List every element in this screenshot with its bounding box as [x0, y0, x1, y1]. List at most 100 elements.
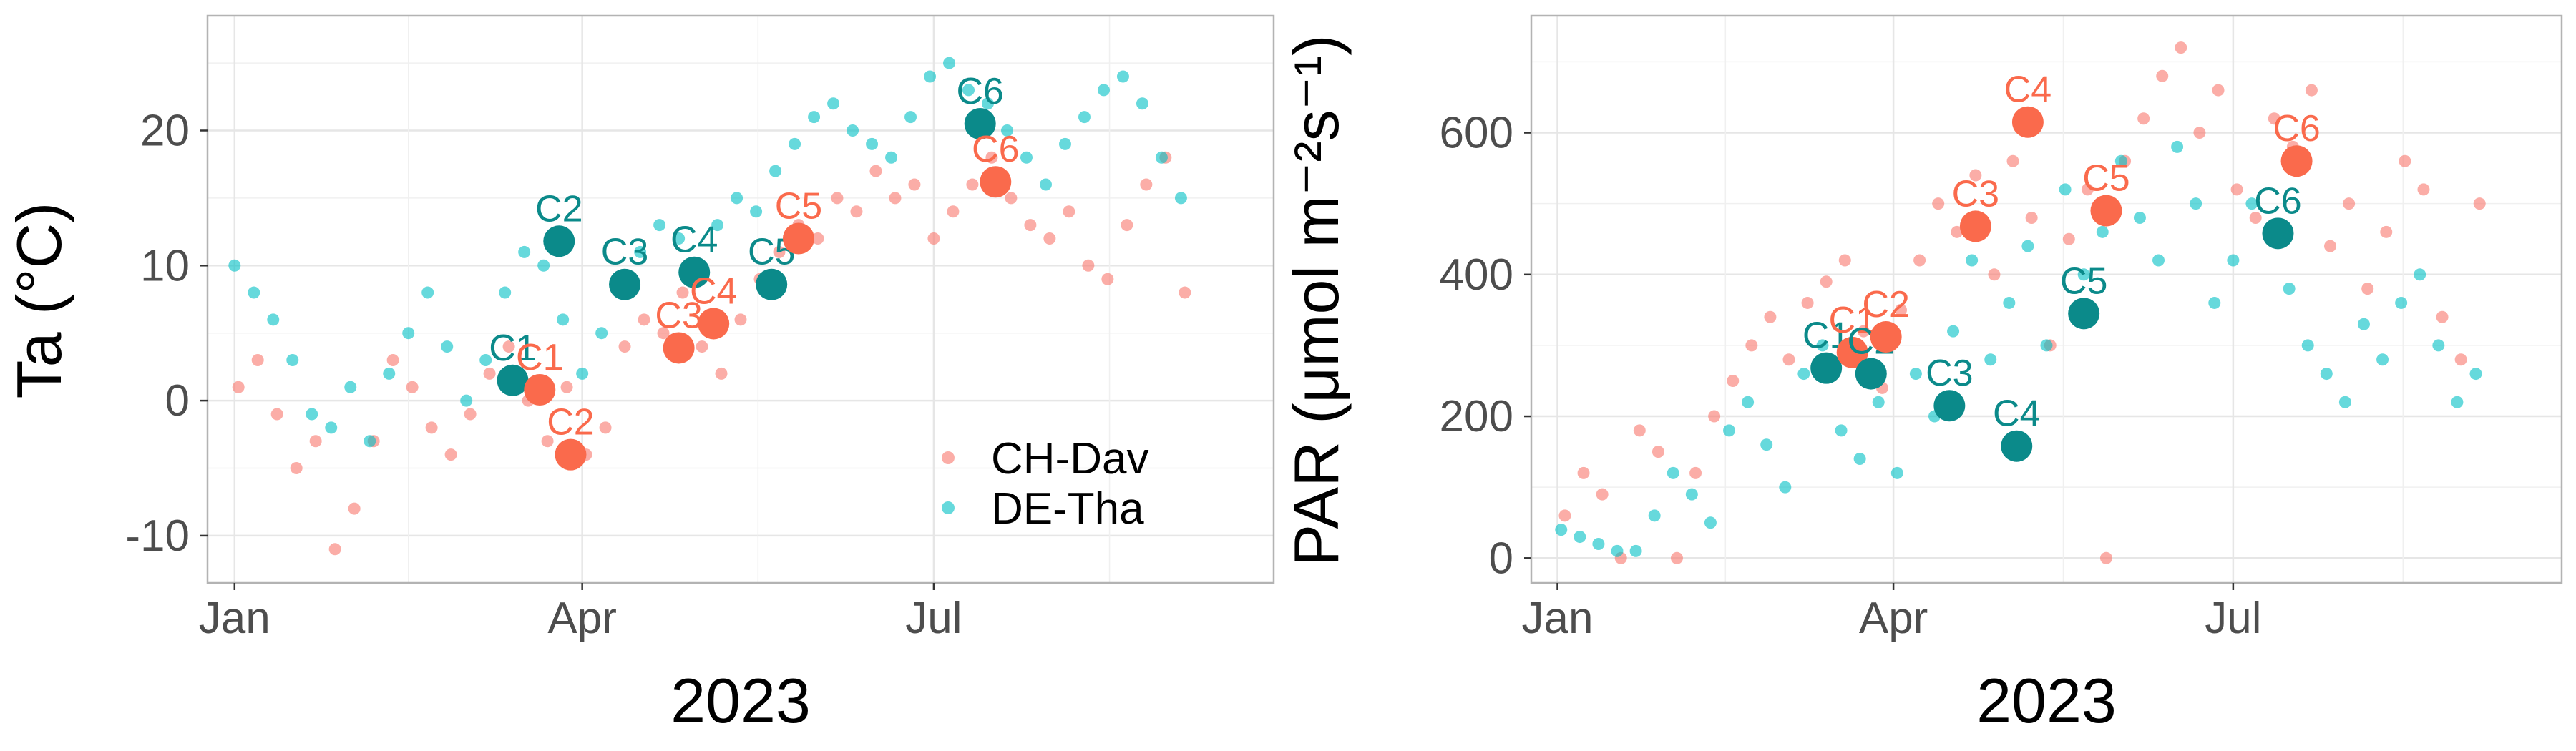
data-point	[2137, 112, 2150, 125]
campaign-marker	[2068, 298, 2100, 330]
panel-par: C1C1C2C2C3C3C4C4C5C5C6C60200400600JanApr…	[1281, 14, 2563, 736]
data-point	[1633, 424, 1646, 437]
data-point	[290, 462, 303, 475]
y-tick-label: 400	[1440, 250, 1513, 300]
campaign-label: C6	[2273, 108, 2320, 149]
legend-label: DE-Tha	[991, 484, 1144, 534]
data-point	[2230, 183, 2243, 196]
campaign-label: C3	[601, 232, 648, 273]
data-point	[2077, 268, 2090, 281]
data-point	[657, 327, 670, 340]
campaign-marker	[1810, 352, 1843, 384]
data-point	[306, 408, 318, 421]
campaign-label: C1	[516, 337, 563, 378]
data-point	[2283, 283, 2296, 295]
data-point	[1024, 219, 1037, 232]
data-point	[557, 313, 570, 326]
data-point	[1558, 509, 1571, 522]
data-point	[773, 245, 786, 258]
data-point	[348, 502, 361, 515]
data-point	[1723, 424, 1736, 437]
data-point	[1857, 325, 1870, 338]
legend-key-de-tha	[942, 501, 955, 514]
data-point	[1820, 275, 1833, 288]
data-point	[1063, 205, 1075, 218]
y-axis-title: Ta (°C)	[4, 202, 74, 399]
data-point	[232, 381, 245, 393]
data-point	[1174, 192, 1187, 205]
data-point	[789, 137, 801, 150]
data-point	[1592, 537, 1605, 550]
data-point	[499, 286, 512, 299]
data-point	[962, 84, 975, 97]
campaign-marker	[2011, 106, 2044, 138]
data-point	[847, 124, 859, 137]
series-de-tha	[1555, 140, 2482, 557]
data-point	[386, 353, 399, 366]
data-point	[2469, 368, 2482, 381]
data-point	[1966, 254, 1979, 267]
data-point	[985, 151, 998, 164]
data-point	[383, 367, 396, 380]
campaign-label: C3	[1952, 173, 1999, 215]
data-point	[831, 192, 844, 205]
y-tick-label: 600	[1440, 109, 1513, 158]
data-point	[286, 353, 299, 366]
data-point	[1779, 481, 1792, 494]
campaign-label: C4	[1993, 393, 2040, 435]
data-point	[638, 313, 650, 326]
data-point	[518, 245, 531, 258]
y-tick-label: -10	[125, 511, 190, 561]
data-point	[850, 205, 863, 218]
data-point	[2040, 339, 2053, 352]
campaign-label: C2	[547, 402, 594, 443]
campaign-label: C4	[2004, 69, 2051, 111]
campaign-marker	[1959, 210, 1991, 242]
data-point	[1984, 353, 1997, 366]
x-tick-label: Jan	[1522, 594, 1594, 643]
data-point	[811, 232, 824, 245]
campaign-label: C5	[2082, 158, 2129, 200]
data-point	[2376, 353, 2389, 366]
data-point	[769, 165, 782, 177]
campaign-marker	[2262, 217, 2294, 250]
data-point	[2454, 353, 2467, 366]
campaign-marker	[497, 364, 529, 396]
data-point	[2152, 254, 2165, 267]
campaign-marker	[782, 222, 814, 255]
data-point	[1764, 310, 1777, 323]
y-tick-label: 0	[1489, 534, 1513, 583]
campaign-marker	[524, 374, 556, 406]
data-point	[344, 381, 357, 393]
data-point	[1667, 466, 1679, 479]
data-point	[2305, 84, 2318, 97]
campaign-marker	[555, 438, 587, 471]
data-point	[1835, 424, 1848, 437]
grid	[208, 16, 1274, 583]
data-point	[1136, 97, 1148, 110]
data-point	[1101, 273, 1114, 285]
x-axis-ticks: Jan Apr Jul	[199, 583, 962, 643]
data-point	[2249, 212, 2262, 225]
data-point	[1611, 544, 1624, 557]
x-tick-label: Jul	[905, 594, 962, 643]
data-point	[1909, 368, 1922, 381]
data-point	[2324, 240, 2337, 252]
data-point	[2175, 41, 2187, 54]
data-point	[1179, 286, 1191, 299]
data-point	[1001, 124, 1013, 137]
data-point	[1801, 296, 1814, 309]
data-point	[808, 111, 821, 124]
data-point	[1039, 178, 1052, 191]
data-point	[827, 97, 840, 110]
data-point	[696, 340, 708, 353]
campaign-label: C3	[1926, 353, 1973, 394]
data-point	[2268, 112, 2280, 125]
data-point	[2380, 225, 2393, 238]
data-point	[2212, 84, 2225, 97]
campaign-marker	[1836, 336, 1868, 368]
data-point	[425, 421, 438, 434]
data-point	[1708, 410, 1721, 423]
data-point	[228, 259, 241, 272]
